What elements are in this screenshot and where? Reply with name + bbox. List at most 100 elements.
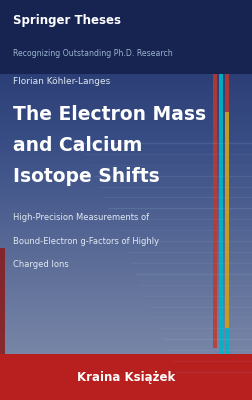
Bar [0,142,252,143]
Bar [0,139,252,140]
Bar [0,90,252,91]
Bar [0,234,252,235]
Bar [0,123,252,124]
Bar [0,346,252,347]
Bar [0,347,252,348]
Bar [0,162,252,163]
Bar [0,112,252,113]
Bar [0,39,252,40]
Bar [0,275,252,276]
Bar [0,254,252,255]
Bar [0,82,252,83]
Bar [0,97,252,98]
Bar [0,313,252,314]
Bar [0,52,252,53]
Bar [0,353,252,354]
Bar [0,94,252,95]
Bar [0,338,252,339]
Bar [0,80,252,81]
Text: Bound-Electron g-Factors of Highly: Bound-Electron g-Factors of Highly [13,237,159,246]
Bar [0,399,252,400]
Bar [0,187,252,188]
Bar [225,0,229,112]
Bar [0,203,252,204]
Bar [0,170,252,171]
Bar [0,350,252,351]
Bar [0,200,252,201]
Bar [0,224,252,225]
Bar [0,330,252,331]
Bar [0,368,252,369]
Bar [0,324,252,325]
Bar [0,280,252,281]
Bar [0,184,252,185]
Bar [0,360,252,361]
Bar [0,21,252,22]
Bar [0,91,252,92]
Bar [0,296,252,297]
Bar [0,193,252,194]
Bar [0,68,252,69]
Bar [0,62,252,63]
Bar [0,155,252,156]
Bar [0,56,252,57]
Bar [0,274,252,275]
Text: Isotope Shifts: Isotope Shifts [13,167,159,186]
Bar [0,147,252,148]
Bar [0,202,252,203]
Bar [0,244,252,245]
Bar [0,286,252,287]
Bar [0,95,252,96]
Bar [0,111,252,112]
Text: Charged Ions: Charged Ions [13,260,68,269]
Bar [0,114,252,115]
Bar [0,239,252,240]
Bar [0,355,252,356]
Bar [0,163,252,164]
Bar [0,101,252,102]
Bar [0,249,252,250]
Bar [0,372,252,373]
Bar [0,220,252,221]
Bar [0,176,252,177]
Bar [0,352,252,353]
Bar [0,175,252,176]
Bar [0,328,252,329]
Bar [0,137,252,138]
Bar [0,371,252,372]
Bar [0,66,252,67]
Bar [0,168,252,169]
Text: Recognizing Outstanding Ph.D. Research: Recognizing Outstanding Ph.D. Research [13,49,172,58]
Bar [0,228,252,229]
Bar [0,99,252,100]
Bar [0,126,252,127]
Bar [0,253,252,254]
Bar [0,293,252,294]
Bar [0,267,252,268]
Bar [0,141,252,142]
Bar [0,215,252,216]
Bar [0,375,252,376]
Bar [0,265,252,266]
Bar [0,229,252,230]
Bar [0,16,252,17]
Bar [0,212,252,213]
Bar [0,179,252,180]
Bar [0,8,252,9]
Bar [0,359,252,360]
Bar [0,58,252,59]
Bar [0,11,252,12]
Bar [0,397,252,398]
Bar [0,205,252,206]
Bar [0,357,252,358]
Bar [0,110,252,111]
Bar [0,104,252,105]
Bar [0,221,252,222]
Bar [0,195,252,196]
Bar [0,278,252,279]
Bar [0,240,252,241]
Bar [0,89,252,90]
Bar [0,129,252,130]
Bar [0,158,252,159]
Bar [0,148,252,149]
